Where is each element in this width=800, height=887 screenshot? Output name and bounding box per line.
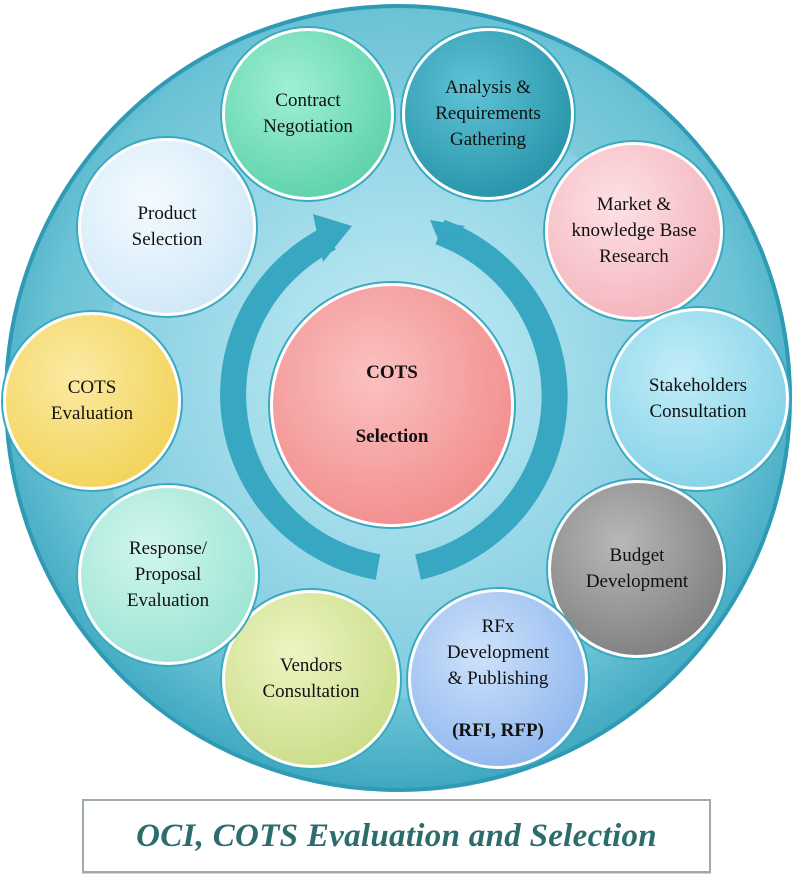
caption-box: OCI, COTS Evaluation and Selection (82, 799, 711, 873)
node-label: Response/ Proposal Evaluation (126, 538, 210, 611)
node-stakeholders-consultation: Stakeholders Consultation (607, 308, 789, 490)
node-label: Market & knowledge Base Research (571, 194, 697, 267)
node-label: Contract Negotiation (263, 90, 353, 137)
node-analysis-requirements: Analysis & Requirements Gathering (402, 28, 574, 200)
node-contract-negotiation: Contract Negotiation (222, 28, 394, 200)
node-label: Analysis & Requirements Gathering (435, 77, 541, 150)
rfx-main-text: RFx Development & Publishing (446, 616, 550, 689)
node-product-selection: Product Selection (78, 138, 256, 316)
node-cots-evaluation: COTS Evaluation (3, 312, 181, 490)
caption-title: OCI, COTS Evaluation and Selection (136, 817, 657, 854)
node-label: Vendors Consultation (262, 655, 360, 702)
center-line-2: Selection (355, 426, 429, 447)
node-label: RFx Development & Publishing (RFI, RFP) (447, 588, 549, 770)
node-label: Budget Development (585, 545, 689, 592)
rfx-bold-text: (RFI, RFP) (452, 720, 544, 741)
node-label: COTS Evaluation (50, 377, 134, 424)
node-budget-development: Budget Development (548, 480, 726, 658)
node-response-proposal-evaluation: Response/ Proposal Evaluation (78, 485, 258, 665)
node-label: Product Selection (131, 203, 203, 250)
cycle-diagram: Contract Negotiation Analysis & Requirem… (3, 4, 792, 792)
center-node-cots-selection: COTS Selection (270, 283, 514, 527)
node-vendors-consultation: Vendors Consultation (222, 590, 400, 768)
node-label: Stakeholders Consultation (648, 375, 748, 422)
cycle-arrow-right (415, 219, 568, 580)
arrow-head-right (430, 220, 465, 244)
node-market-research: Market & knowledge Base Research (545, 142, 723, 320)
center-line-1: COTS (366, 362, 418, 383)
cycle-arrow-left (220, 226, 381, 580)
center-label: COTS Selection (356, 322, 429, 488)
node-rfx-development: RFx Development & Publishing (RFI, RFP) (408, 589, 588, 769)
arrow-head-left (313, 214, 352, 262)
